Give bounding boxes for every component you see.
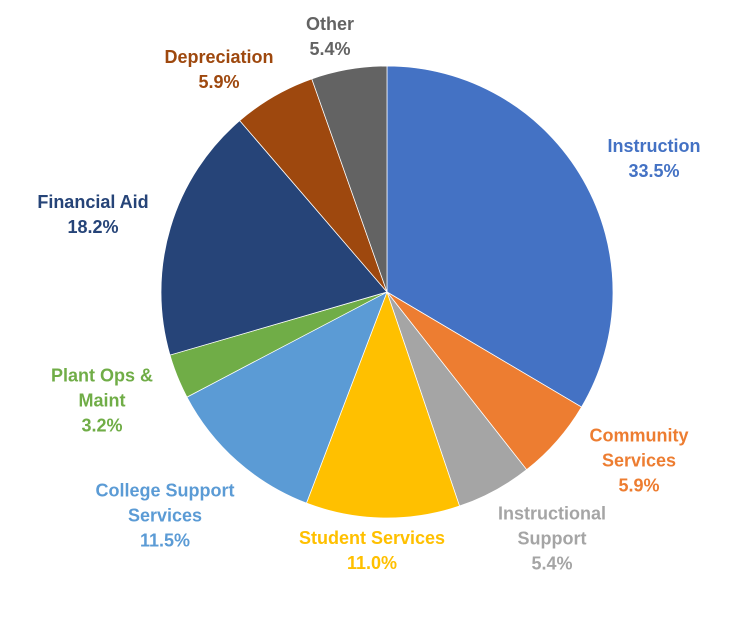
slice-label-line: 33.5% xyxy=(628,161,680,181)
slice-label-college-support-services: College Support Services 11.5% xyxy=(96,479,235,554)
slice-label-line: Community xyxy=(589,425,689,446)
slice-label-line: Maint xyxy=(78,390,126,411)
slice-label-line: 11.5% xyxy=(139,530,191,551)
slice-label-instruction: Instruction 33.5% xyxy=(608,134,701,184)
pie-slice-other xyxy=(311,65,388,293)
slice-label-line: Services xyxy=(127,505,203,526)
slice-label-financial-aid: Financial Aid 18.2% xyxy=(37,190,148,240)
slice-label-line: College Support xyxy=(95,480,235,501)
slice-label-line: Plant Ops & xyxy=(50,365,154,386)
slice-label-line: Support xyxy=(517,528,587,549)
slice-label-line: 18.2% xyxy=(67,217,119,237)
slice-label-line: 5.9% xyxy=(618,475,660,496)
slice-label-line: 5.9% xyxy=(198,72,240,92)
slice-label-other: Other 5.4% xyxy=(306,12,354,62)
slice-label-line: Depreciation xyxy=(164,47,274,67)
slice-label-line: 5.4% xyxy=(531,553,573,574)
slice-label-instructional-support: Instructional Support 5.4% xyxy=(498,502,606,577)
slice-label-line: 5.4% xyxy=(309,39,351,59)
slice-label-line: Financial Aid xyxy=(37,192,149,212)
slice-label-line: Instructional xyxy=(497,503,607,524)
slice-label-line: Instruction xyxy=(607,136,701,156)
pie-slice-college-support-services xyxy=(186,291,388,504)
slice-label-plant-ops-maint: Plant Ops & Maint 3.2% xyxy=(51,364,153,439)
slice-label-line: Services xyxy=(601,450,677,471)
slice-label-depreciation: Depreciation 5.9% xyxy=(164,45,273,95)
slice-label-line: Student Services xyxy=(298,528,446,548)
slice-label-community-services: Community Services 5.9% xyxy=(590,424,689,499)
slice-label-line: 3.2% xyxy=(81,415,123,436)
pie-slice-financial-aid xyxy=(160,120,388,356)
slice-label-line: Other xyxy=(305,14,355,34)
pie-slice-student-services xyxy=(305,290,461,519)
slice-label-student-services: Student Services 11.0% xyxy=(299,526,445,576)
pie-slice-instruction xyxy=(386,65,614,408)
slice-label-line: 11.0% xyxy=(346,553,398,573)
